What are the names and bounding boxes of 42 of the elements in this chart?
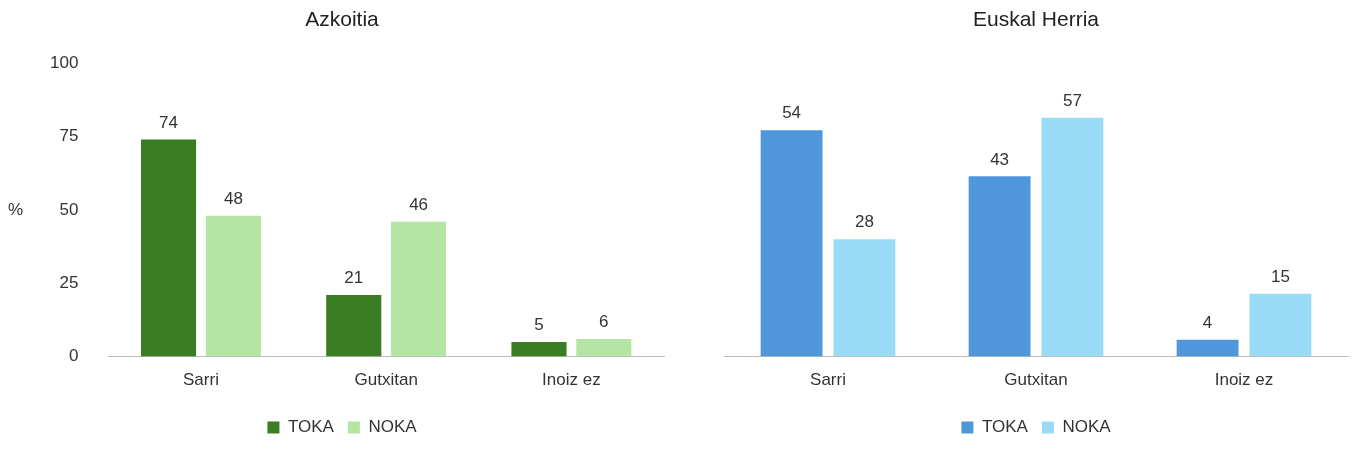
data-label: 4: [1202, 313, 1213, 333]
legend-label: NOKA: [1062, 417, 1112, 437]
legend-label: NOKA: [368, 417, 418, 437]
y-tick-label: 100: [49, 52, 79, 72]
y-tick-label: 50: [59, 199, 79, 219]
data-label: 43: [990, 149, 1010, 169]
x-tick-label: Gutxitan: [354, 370, 418, 390]
legend-label: TOKA: [981, 417, 1029, 437]
bar: [833, 239, 896, 357]
x-tick-label: Gutxitan: [1004, 370, 1068, 390]
y-tick-label: 0: [68, 346, 79, 366]
x-tick-label: Sarri: [183, 370, 219, 390]
bar: [1041, 117, 1104, 357]
bar: [1176, 339, 1239, 357]
data-label: 21: [344, 268, 364, 288]
bar: [141, 139, 197, 357]
bar: [511, 341, 567, 357]
bar: [326, 294, 382, 357]
bar: [1249, 293, 1312, 357]
chart-title: Euskal Herria: [972, 7, 1100, 31]
data-label: 15: [1270, 266, 1290, 286]
data-label: 5: [534, 315, 544, 335]
x-tick-label: Inoiz ez: [542, 370, 601, 390]
data-label: 57: [1062, 90, 1082, 110]
y-tick-label: 75: [59, 126, 79, 146]
data-label: 48: [223, 188, 243, 208]
bar: [205, 215, 261, 357]
bar: [576, 339, 632, 357]
bar: [391, 221, 447, 357]
x-tick-label: Inoiz ez: [1214, 370, 1274, 390]
y-axis-title: %: [8, 199, 24, 219]
data-label: 6: [599, 312, 609, 332]
y-tick-label: 25: [59, 272, 79, 292]
bar: [968, 176, 1031, 357]
data-label: 28: [854, 212, 874, 232]
data-label: 74: [159, 112, 179, 132]
legend-label: TOKA: [287, 417, 335, 437]
x-tick-label: Sarri: [810, 370, 846, 390]
data-label: 54: [782, 103, 802, 123]
data-label: 46: [409, 194, 429, 214]
chart-title: Azkoitia: [305, 7, 380, 31]
bar: [760, 130, 823, 357]
